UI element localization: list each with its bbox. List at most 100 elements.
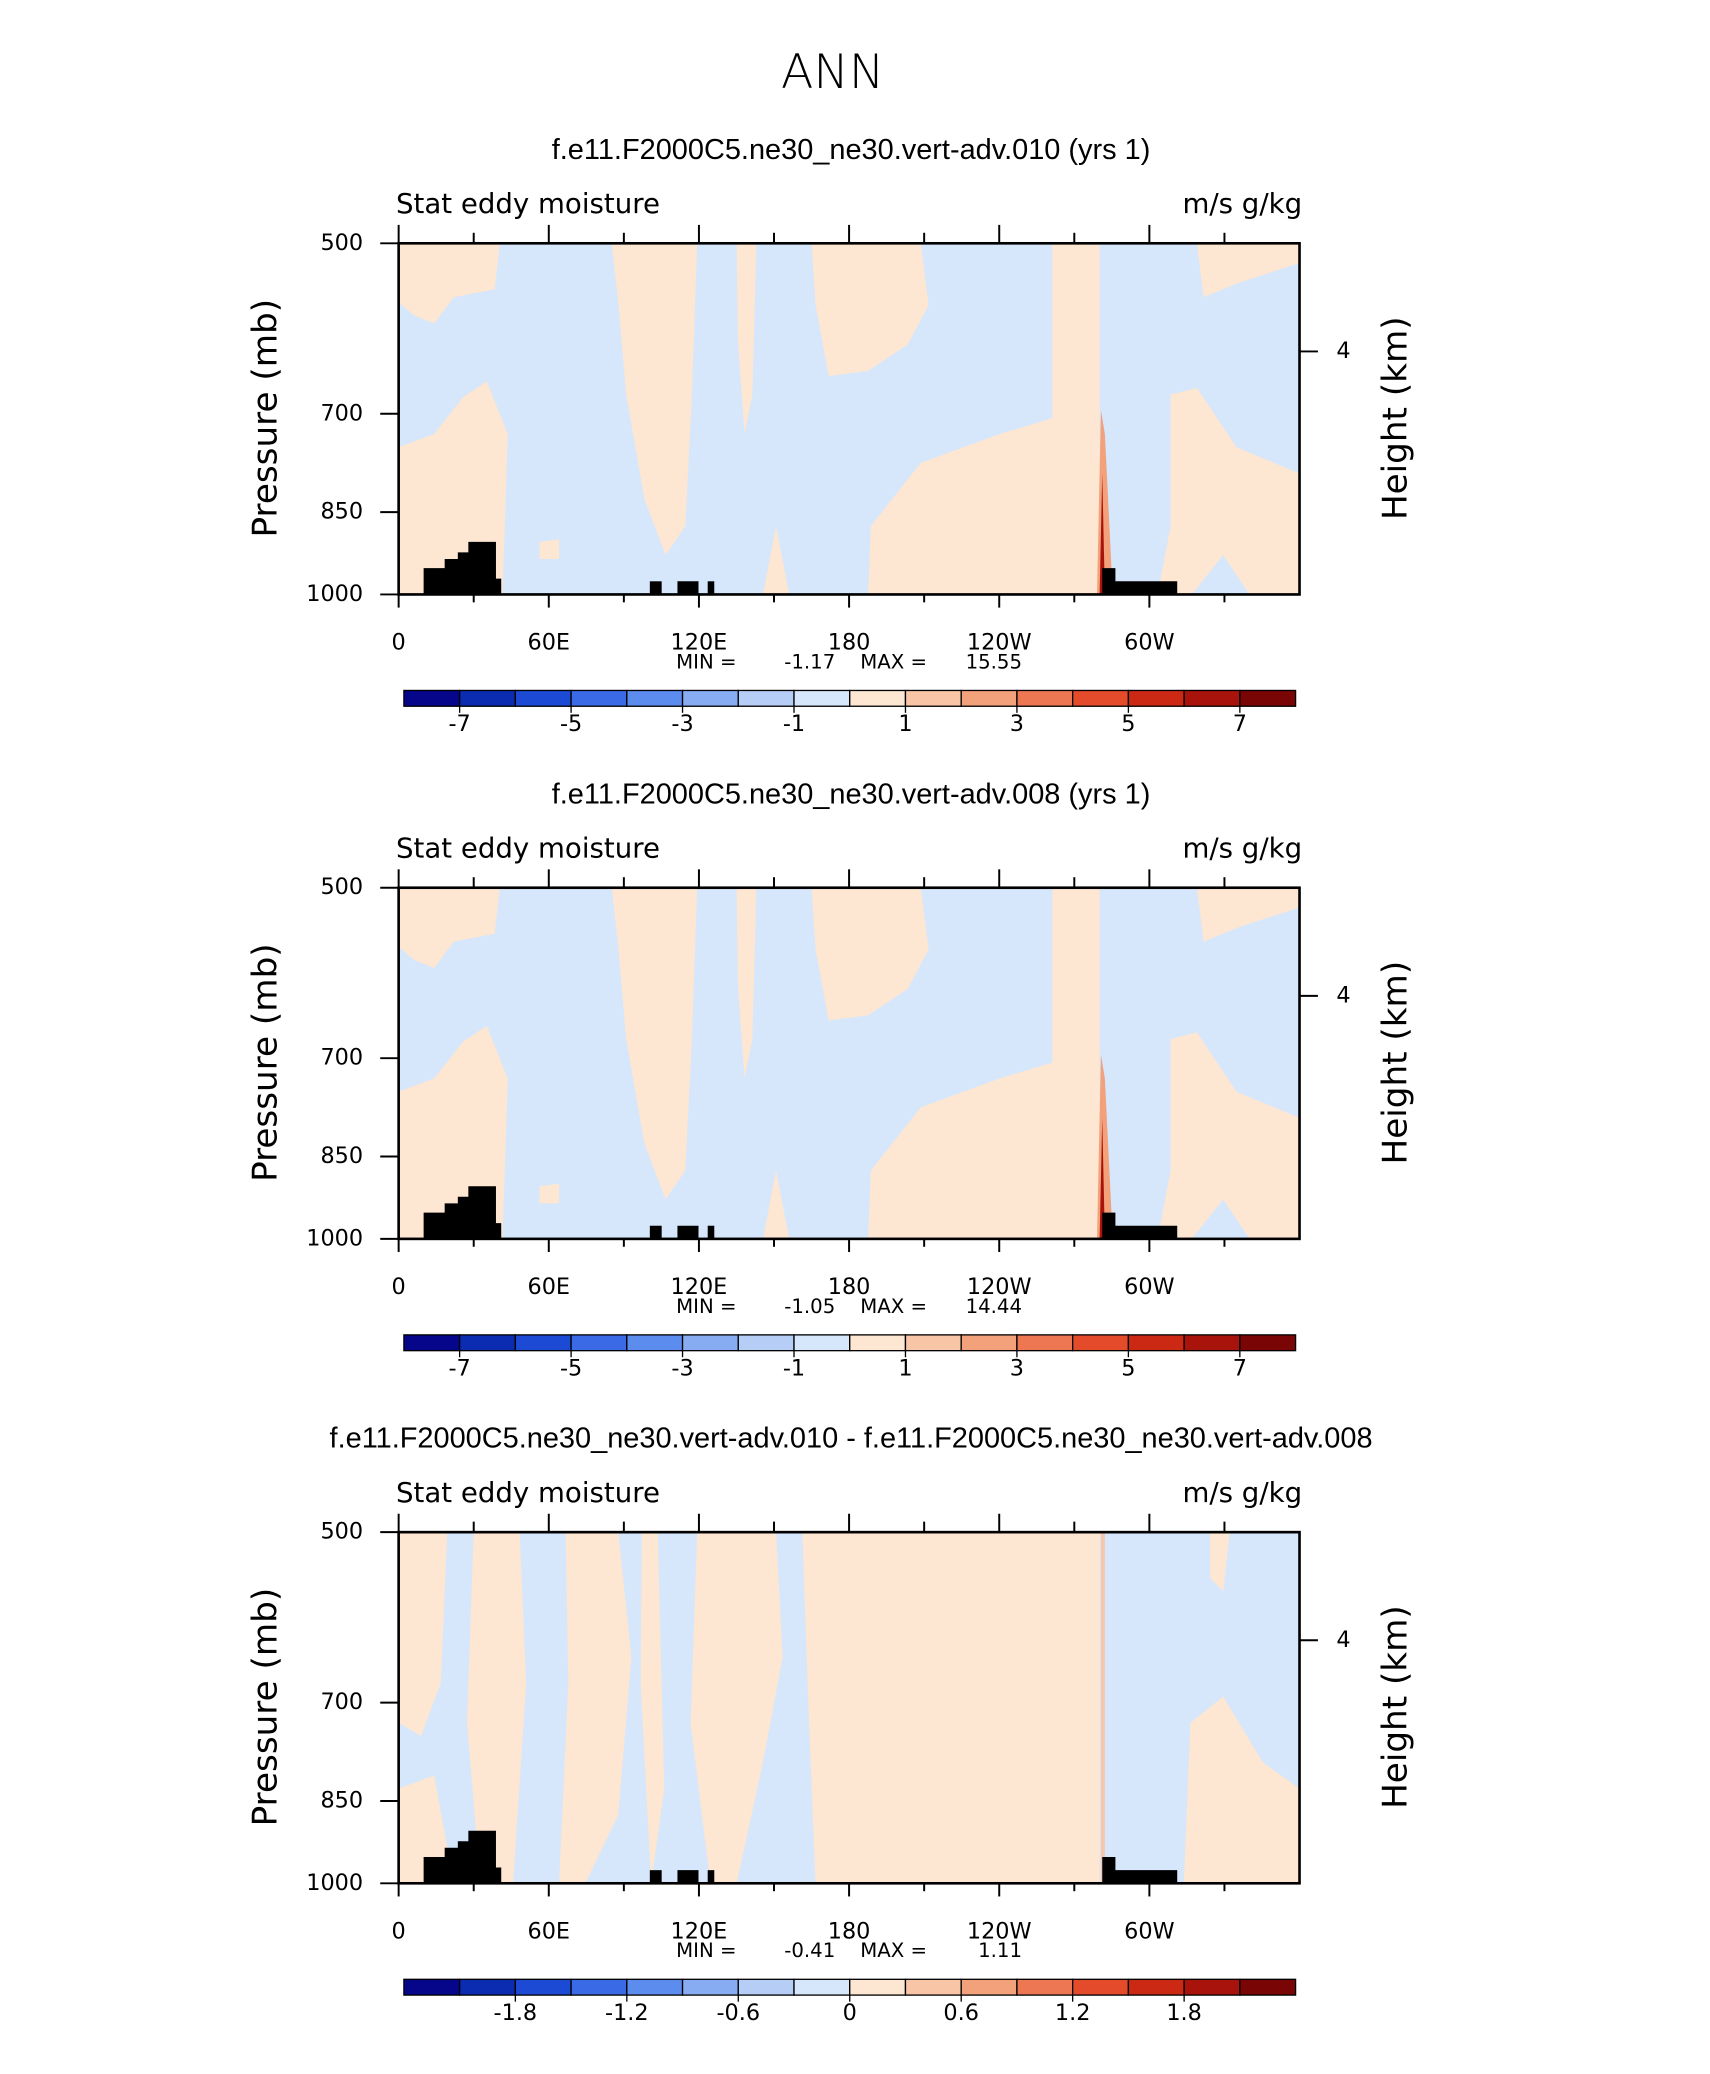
colorbar-box	[514, 1978, 572, 1996]
contour-fill	[611, 887, 698, 1200]
y2-axis-label: Height (km)	[1375, 1605, 1415, 1809]
y-tick-label: 700	[320, 400, 363, 426]
colorbar-label: -1	[783, 1356, 805, 1382]
panel: f.e11.F2000C5.ne30_ne30.vert-adv.010 (yr…	[246, 134, 1416, 737]
colorbar-box	[1127, 689, 1185, 707]
min-label: MIN =	[676, 650, 736, 673]
colorbar-label: 5	[1121, 1356, 1135, 1382]
min-label: MIN =	[676, 1295, 736, 1318]
y-tick-label: 700	[320, 1689, 363, 1715]
contour-fill	[1210, 1532, 1230, 1592]
y2-axis-label: Height (km)	[1375, 961, 1415, 1165]
right-label: m/s g/kg	[1182, 187, 1302, 220]
y-axis-label: Pressure (mb)	[246, 1588, 286, 1827]
topography	[677, 581, 699, 595]
y2-tick-label: 4	[1336, 982, 1350, 1008]
colorbar-box	[1239, 1334, 1297, 1352]
colorbar-box	[960, 689, 1018, 707]
colorbar-label: -1.2	[605, 2000, 649, 2026]
colorbar-box	[403, 1334, 461, 1352]
contour-fill	[1183, 1696, 1300, 1884]
y2-tick-label: 4	[1336, 338, 1350, 364]
y-tick-label: 500	[320, 874, 363, 900]
colorbar-box	[904, 1978, 962, 1996]
contour-fill	[539, 1183, 560, 1204]
colorbar-box	[960, 1334, 1018, 1352]
x-tick-label: 60E	[528, 630, 571, 656]
contour-fill	[1100, 1532, 1105, 1884]
x-tick-label: 120W	[967, 1918, 1032, 1944]
topography	[677, 1870, 699, 1884]
colorbar-box	[960, 1978, 1018, 1996]
contour-fill	[467, 1532, 527, 1884]
colorbar-label: 3	[1010, 711, 1024, 737]
topography	[423, 541, 502, 595]
topography	[423, 1186, 502, 1239]
colorbar-box	[626, 689, 684, 707]
contour-fill	[1157, 1032, 1300, 1239]
y-tick-label: 1000	[306, 1225, 363, 1251]
contour-fill	[1099, 473, 1105, 595]
colorbar-box	[1016, 1978, 1074, 1996]
x-tick-label: 120E	[671, 1918, 728, 1944]
contour-fill	[640, 1532, 665, 1884]
contour-fill	[398, 1025, 508, 1239]
min-label: MIN =	[676, 1939, 736, 1962]
min-value: -1.05	[784, 1295, 835, 1318]
contour-fill	[811, 243, 929, 377]
colorbar-box	[849, 689, 907, 707]
y-tick-label: 850	[320, 1787, 363, 1813]
max-value: 1.11	[978, 1939, 1022, 1962]
x-tick-label: 60W	[1124, 1274, 1175, 1300]
x-tick-label: 120E	[671, 630, 728, 656]
colorbar-box	[458, 1978, 517, 1996]
topography	[707, 1225, 715, 1239]
x-tick-label: 0	[392, 630, 406, 656]
colorbar-label: -7	[448, 1356, 470, 1382]
x-tick-label: 0	[392, 1274, 406, 1300]
right-label: m/s g/kg	[1182, 1476, 1302, 1509]
max-label: MAX =	[860, 1295, 927, 1318]
contour-fill	[762, 526, 790, 595]
y-tick-label: 1000	[306, 581, 363, 607]
colorbar-label: 1	[898, 711, 912, 737]
topography	[423, 1830, 502, 1884]
colorbar-label: -7	[448, 711, 470, 737]
colorbar-label: -1	[783, 711, 805, 737]
min-value: -1.17	[784, 650, 835, 673]
contour-fill	[1099, 1117, 1105, 1239]
max-value: 14.44	[966, 1295, 1022, 1318]
colorbar-box	[1183, 689, 1241, 707]
x-tick-label: 120W	[967, 630, 1032, 656]
contour-fill	[811, 887, 929, 1021]
topography	[707, 1870, 715, 1884]
colorbar-box	[849, 1334, 907, 1352]
y2-tick-label: 4	[1336, 1627, 1350, 1653]
colorbar-box	[1072, 1978, 1130, 1996]
topography	[707, 581, 715, 595]
topography	[1102, 1212, 1178, 1239]
colorbar-box	[1016, 689, 1074, 707]
colorbar-label: 3	[1010, 1356, 1024, 1382]
colorbar-box	[681, 689, 739, 707]
contour-fill	[398, 381, 508, 595]
colorbar-label: -1.8	[494, 2000, 538, 2026]
topography	[1102, 1856, 1178, 1884]
colorbar-label: 7	[1233, 711, 1247, 737]
colorbar-box	[1183, 1334, 1241, 1352]
colorbar-box	[1072, 689, 1130, 707]
colorbar-box	[570, 1334, 628, 1352]
colorbar-label: -0.6	[716, 2000, 760, 2026]
panel-title: f.e11.F2000C5.ne30_ne30.vert-adv.010 (yr…	[552, 134, 1151, 166]
figure-title: ANN	[781, 45, 884, 100]
colorbar-box	[737, 1978, 795, 1996]
colorbar-box	[904, 1334, 962, 1352]
x-tick-label: 120E	[671, 1274, 728, 1300]
y-tick-label: 1000	[306, 1870, 363, 1896]
colorbar-box	[570, 1978, 628, 1996]
y-axis-label: Pressure (mb)	[246, 299, 286, 538]
contour-fill	[398, 243, 500, 324]
contour-fill	[802, 1532, 925, 1884]
colorbar-box	[403, 1978, 461, 1996]
